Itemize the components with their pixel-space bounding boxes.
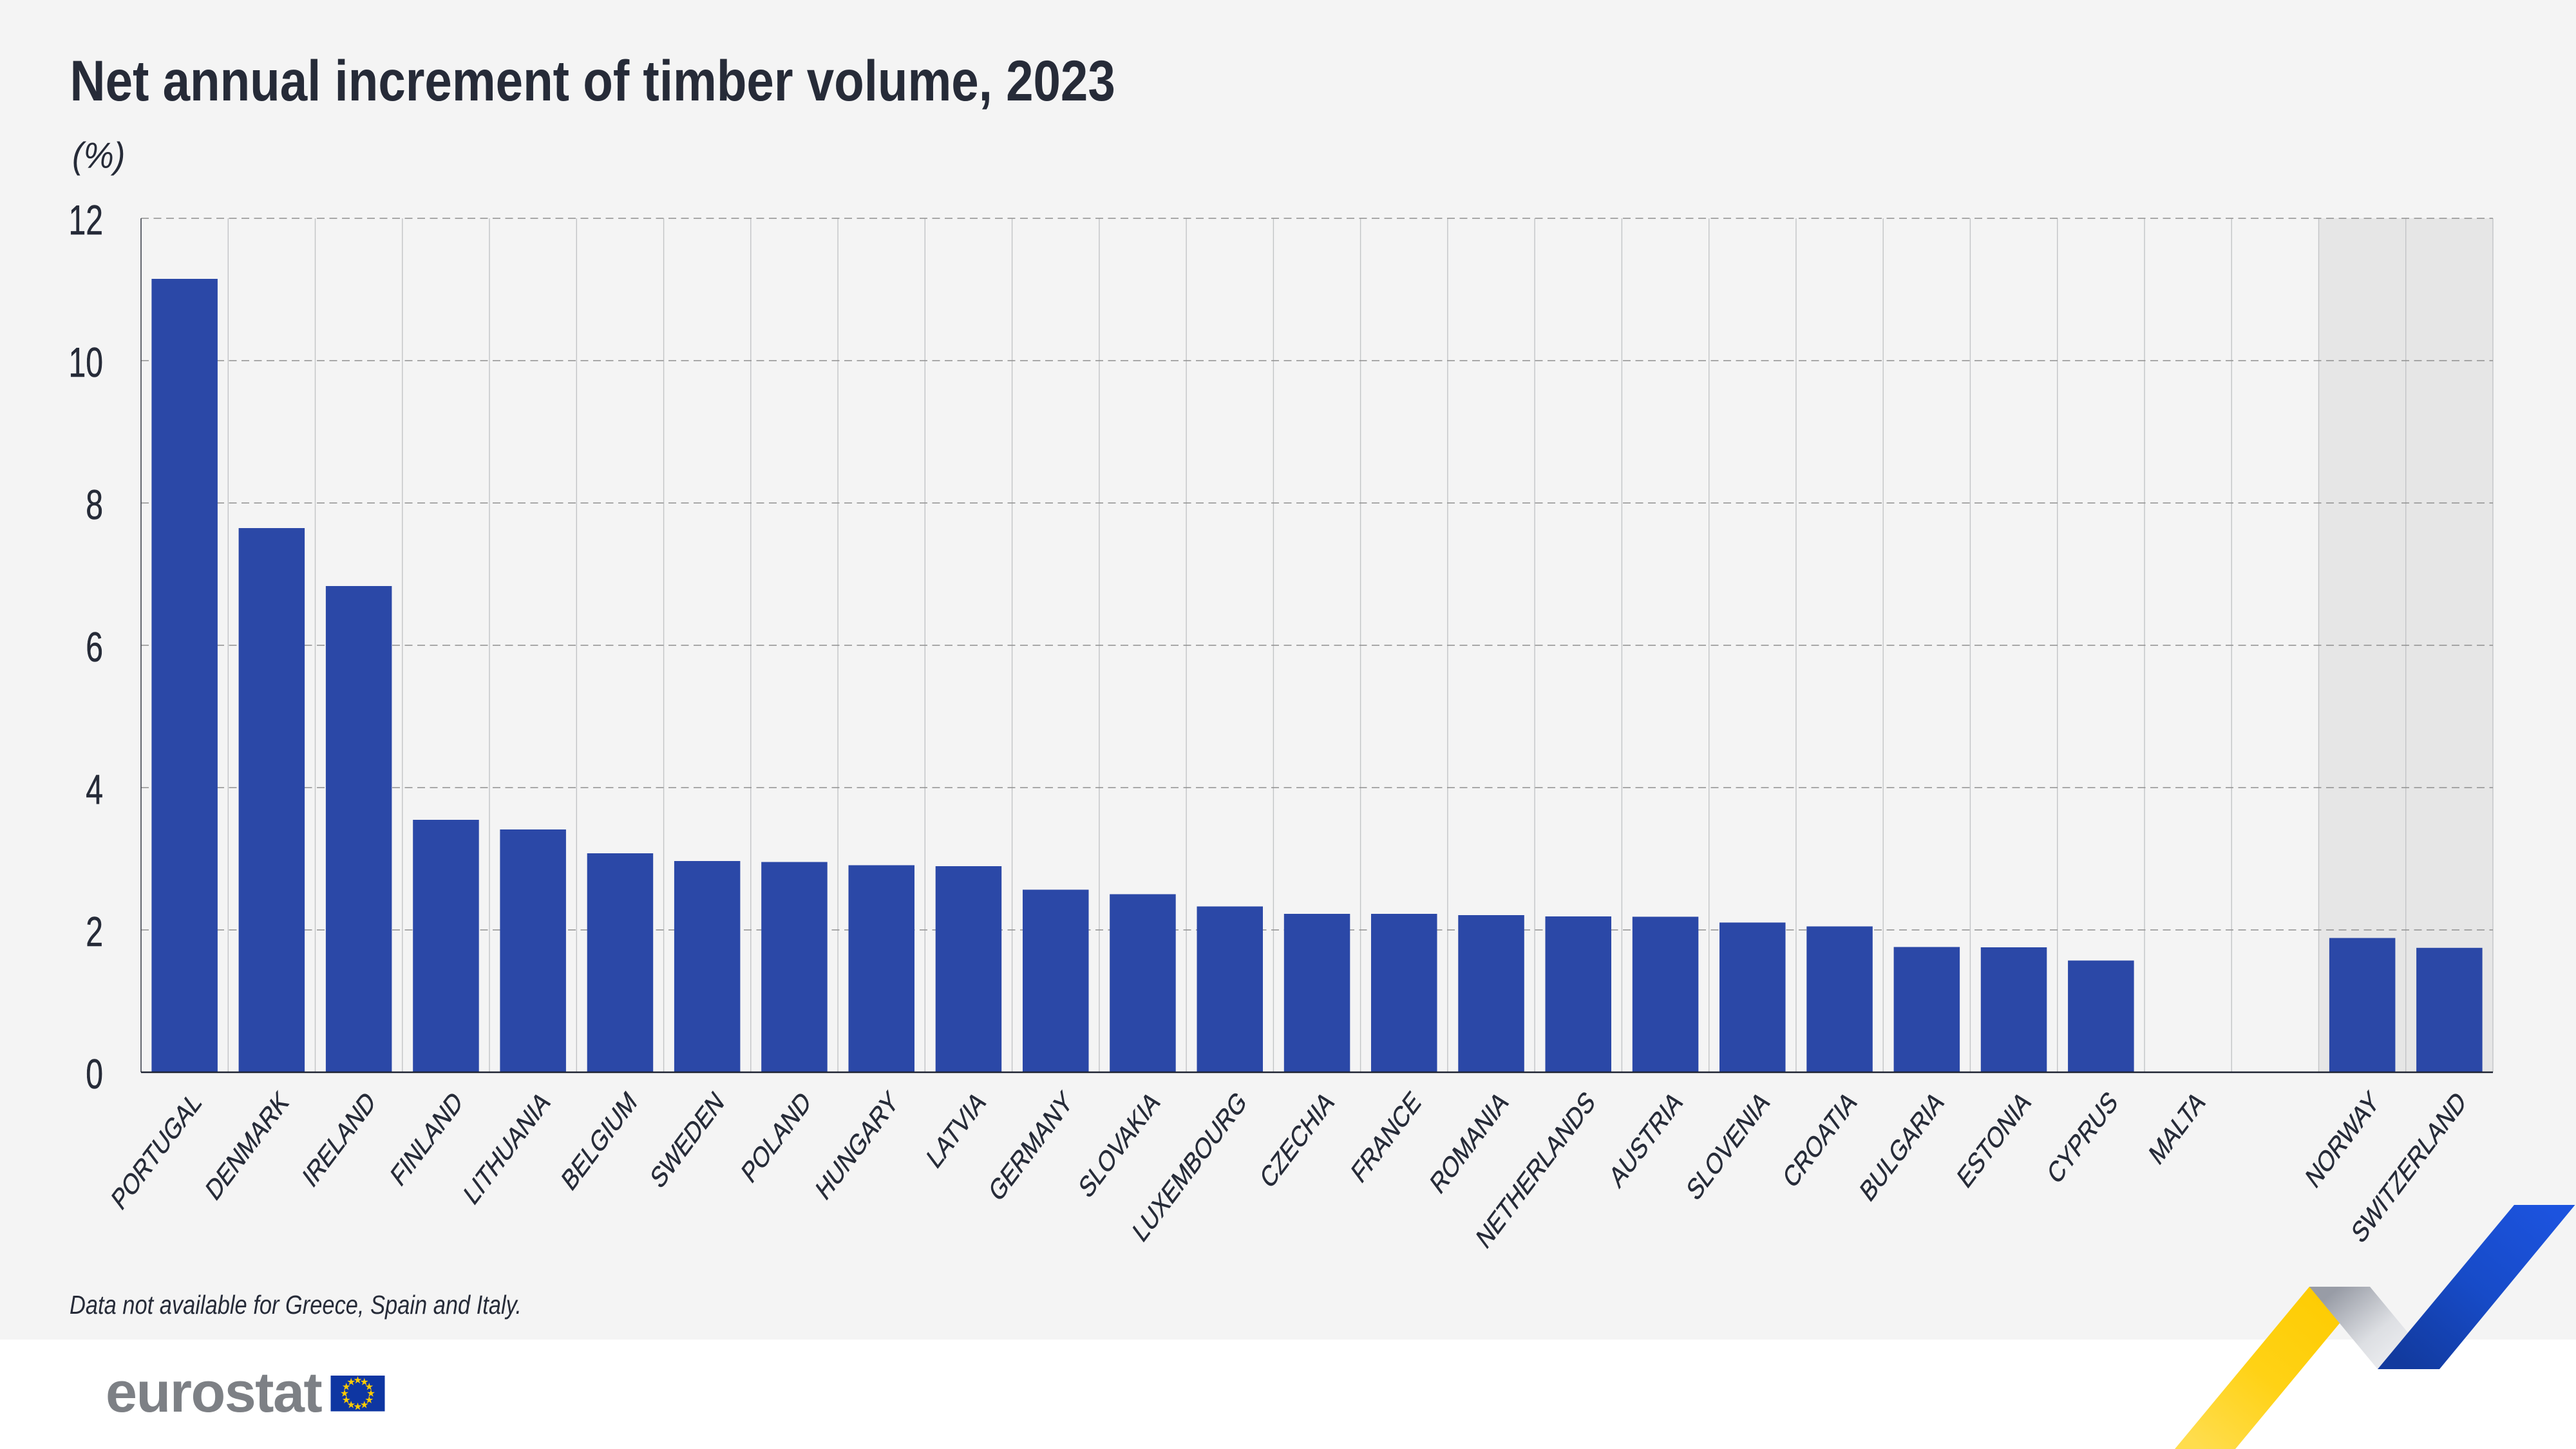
svg-text:Net annual increment of timber: Net annual increment of timber volume, 2…: [70, 48, 1115, 113]
svg-text:12: 12: [69, 197, 103, 244]
svg-text:8: 8: [86, 482, 103, 529]
svg-text:2: 2: [86, 909, 103, 956]
svg-text:4: 4: [86, 766, 103, 813]
svg-text:eurostat: eurostat: [106, 1360, 322, 1424]
svg-text:6: 6: [86, 624, 103, 671]
svg-text:(%): (%): [72, 135, 125, 176]
svg-text:0: 0: [86, 1051, 103, 1098]
svg-text:10: 10: [69, 339, 103, 386]
svg-text:Data not available for Greece,: Data not available for Greece, Spain and…: [70, 1291, 522, 1320]
